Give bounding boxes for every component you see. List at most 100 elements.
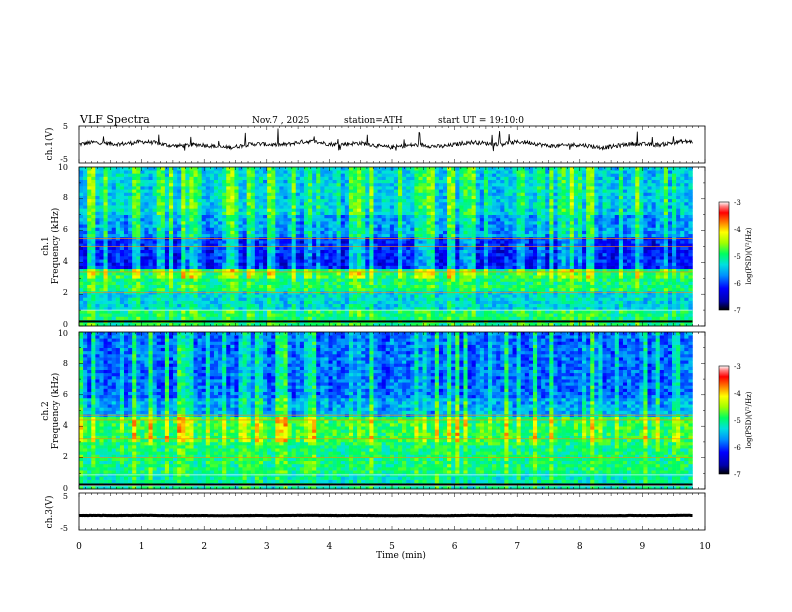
spectrogram-cell: [569, 322, 575, 327]
spectrogram-cell: [610, 268, 616, 273]
spectrogram-cell: [537, 287, 542, 292]
spectrogram-cell: [385, 275, 391, 279]
spectrogram-cell: [402, 268, 407, 273]
spectrogram-cell: [332, 262, 337, 266]
spectrogram-cell: [283, 316, 288, 320]
spectrogram-cell: [254, 316, 260, 320]
spectrogram-cell: [242, 297, 247, 301]
spectrogram-cell: [168, 306, 174, 311]
spectrogram-cell: [688, 246, 693, 250]
spectrogram-cell: [181, 313, 186, 317]
spectrogram-cell: [667, 265, 673, 270]
spectrogram-cell: [635, 268, 640, 273]
spectrogram-cell: [447, 303, 452, 308]
spectrogram-cell: [643, 265, 648, 270]
spectrogram-cell: [271, 224, 276, 228]
spectrogram-cell: [430, 322, 436, 327]
spectrogram-cell: [103, 281, 108, 285]
spectrogram-cell: [659, 230, 665, 235]
spectrogram-cell: [418, 275, 423, 279]
spectrogram-cell: [238, 265, 243, 270]
spectrogram-cell: [373, 233, 378, 238]
spectrogram-cell: [398, 300, 403, 305]
spectrogram-cell: [95, 265, 100, 270]
spectrogram-cell: [242, 284, 247, 289]
spectrogram-cell: [197, 316, 202, 320]
spectrogram-cell: [340, 230, 346, 235]
spectrogram-cell: [565, 252, 571, 257]
spectrogram-cell: [119, 306, 125, 311]
spectrogram-cell: [156, 287, 162, 292]
spectrogram-cell: [410, 284, 415, 289]
spectrogram-cell: [553, 243, 558, 247]
spectrogram-cell: [238, 256, 243, 260]
spectrogram-cell: [537, 240, 542, 244]
spectrogram-cell: [287, 322, 292, 327]
spectrogram-cell: [447, 316, 452, 320]
spectrogram-cell: [119, 281, 125, 285]
spectrogram-cell: [205, 297, 211, 301]
spectrogram-cell: [426, 233, 432, 238]
spectrogram-cell: [303, 268, 309, 273]
spectrogram-cell: [635, 322, 640, 327]
spectrogram-cell: [447, 313, 452, 317]
spectrogram-cell: [504, 262, 509, 266]
spectrogram-cell: [500, 256, 505, 260]
spectrogram-cell: [504, 306, 509, 311]
spectrogram-cell: [500, 284, 505, 289]
spectrogram-cell: [283, 310, 288, 314]
spectrogram-cell: [512, 268, 517, 273]
spectrogram-cell: [508, 252, 513, 257]
spectrogram-cell: [132, 246, 137, 250]
spectrogram-cell: [361, 262, 366, 266]
spectrogram-cell: [353, 224, 358, 228]
spectrogram-cell: [676, 284, 681, 289]
spectrogram-cell: [152, 300, 158, 305]
spectrogram-cell: [500, 271, 505, 276]
spectrogram-cell: [483, 275, 489, 279]
spectrogram-cell: [115, 262, 121, 266]
spectrogram-cell: [83, 287, 88, 292]
spectrogram-cell: [308, 243, 313, 247]
spectrogram-cell: [520, 322, 526, 327]
spectrogram-cell: [336, 243, 342, 247]
spectrogram-cell: [471, 262, 477, 266]
spectrogram-cell: [254, 281, 260, 285]
spectrogram-cell: [471, 294, 477, 298]
spectrogram-cell: [263, 249, 268, 254]
spectrogram-cell: [164, 322, 170, 327]
spectrogram-cell: [528, 275, 534, 279]
spectrogram-cell: [684, 310, 689, 314]
spectrogram-cell: [549, 230, 554, 235]
spectrogram-cell: [218, 294, 223, 298]
spectrogram-cell: [647, 227, 652, 231]
spectrogram-cell: [160, 287, 166, 292]
spectrogram-cell: [393, 243, 399, 247]
spectrogram-cell: [430, 243, 436, 247]
spectrogram-cell: [426, 294, 432, 298]
spectrogram-cell: [189, 233, 194, 238]
spectrogram-cell: [148, 227, 153, 231]
spectrogram-cell: [434, 240, 440, 244]
spectrogram-cell: [299, 230, 305, 235]
spectrogram-cell: [573, 227, 579, 231]
spectrogram-cell: [479, 256, 485, 260]
spectrogram-cell: [324, 249, 329, 254]
spectrogram-cell: [520, 224, 526, 228]
spectrogram-cell: [594, 303, 599, 308]
spectrogram-cell: [643, 249, 648, 254]
spectrogram-cell: [688, 259, 693, 263]
spectrogram-cell: [369, 271, 374, 276]
spectrogram-cell: [303, 306, 309, 311]
spectrogram-cell: [537, 316, 542, 320]
spectrogram-cell: [242, 249, 247, 254]
spectrogram-cell: [193, 252, 198, 257]
spectrogram-cell: [173, 246, 178, 250]
spectrogram-cell: [287, 297, 292, 301]
spectrogram-cell: [422, 224, 427, 228]
spectrogram-cell: [275, 262, 280, 266]
spectrogram-cell: [618, 294, 624, 298]
spectrogram-cell: [209, 303, 215, 308]
spectrogram-cell: [385, 268, 391, 273]
spectrogram-cell: [291, 310, 297, 314]
